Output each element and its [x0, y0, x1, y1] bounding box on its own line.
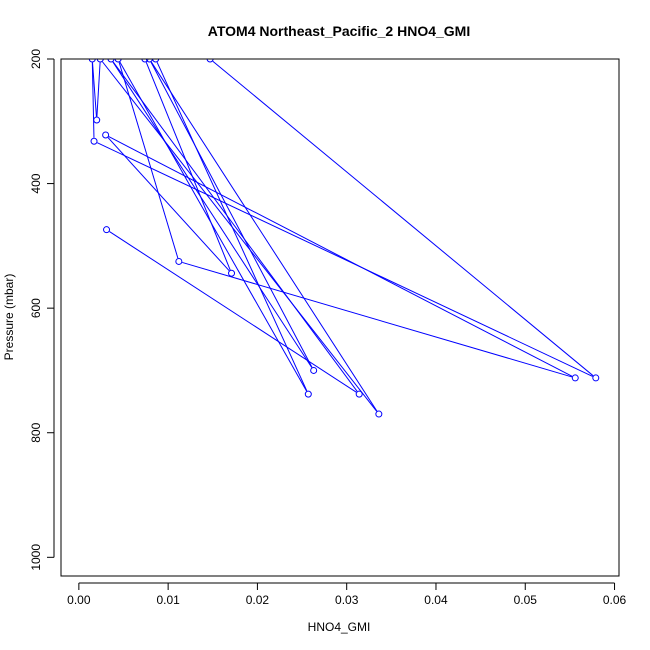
- plot-frame: [60, 58, 620, 577]
- data-point: [107, 59, 115, 63]
- data-point: [375, 410, 383, 418]
- data-point: [96, 59, 104, 63]
- series-line-segment: [118, 62, 179, 259]
- y-tick-label: 400: [29, 173, 43, 193]
- points-layer: [88, 59, 600, 418]
- series-line-segment: [119, 61, 308, 392]
- data-point: [102, 131, 110, 139]
- series-line-segment: [145, 62, 231, 271]
- x-tick-label: 0.00: [67, 593, 91, 607]
- data-point: [152, 59, 160, 63]
- series-line-segment: [109, 231, 357, 393]
- data-point: [103, 226, 111, 234]
- series-line-segment: [108, 136, 573, 377]
- x-tick-label: 0.05: [514, 593, 538, 607]
- x-tick-label: 0.02: [246, 593, 270, 607]
- series-line-segment: [91, 62, 95, 138]
- series-line-segment: [96, 62, 101, 117]
- data-point: [114, 59, 122, 63]
- x-tick-label: 0.03: [335, 593, 359, 607]
- data-point: [141, 59, 149, 63]
- y-tick-label: 200: [29, 49, 43, 69]
- series-line-segment: [212, 60, 594, 377]
- data-point: [206, 59, 214, 63]
- x-axis: 0.00 0.01 0.02 0.03 0.04 0.05 0.06: [67, 582, 627, 607]
- data-point: [145, 59, 153, 63]
- series-line-segment: [96, 142, 593, 377]
- series-line-segment: [107, 137, 230, 272]
- series-line-segment: [102, 61, 378, 412]
- series-line-segment: [92, 62, 97, 117]
- y-axis: 200 400 600 800 1000: [29, 49, 55, 571]
- data-point: [592, 374, 600, 382]
- data-point: [175, 257, 183, 265]
- data-point: [355, 390, 363, 398]
- x-tick-label: 0.04: [424, 593, 448, 607]
- data-point: [571, 374, 579, 382]
- data-point: [93, 116, 101, 124]
- data-point: [228, 269, 236, 277]
- series-line-segment: [150, 61, 378, 412]
- y-axis-label: Pressure (mbar): [2, 274, 16, 361]
- x-axis-label: HNO4_GMI: [308, 620, 371, 634]
- data-point: [310, 366, 318, 374]
- data-point: [88, 59, 96, 63]
- series-line-segment: [112, 61, 358, 392]
- series-line-segment: [156, 61, 308, 392]
- x-tick-label: 0.01: [156, 593, 180, 607]
- data-point: [90, 137, 98, 145]
- series-line-segment: [112, 61, 313, 368]
- series-line-segment: [150, 61, 313, 368]
- x-tick-label: 0.06: [603, 593, 627, 607]
- y-tick-label: 800: [29, 422, 43, 442]
- y-tick-label: 600: [29, 298, 43, 318]
- series-line-segment: [182, 261, 573, 378]
- series-layer: [91, 59, 594, 412]
- chart-title: ATOM4 Northeast_Pacific_2 HNO4_GMI: [208, 23, 470, 39]
- data-point: [304, 390, 312, 398]
- y-tick-label: 1000: [29, 544, 43, 571]
